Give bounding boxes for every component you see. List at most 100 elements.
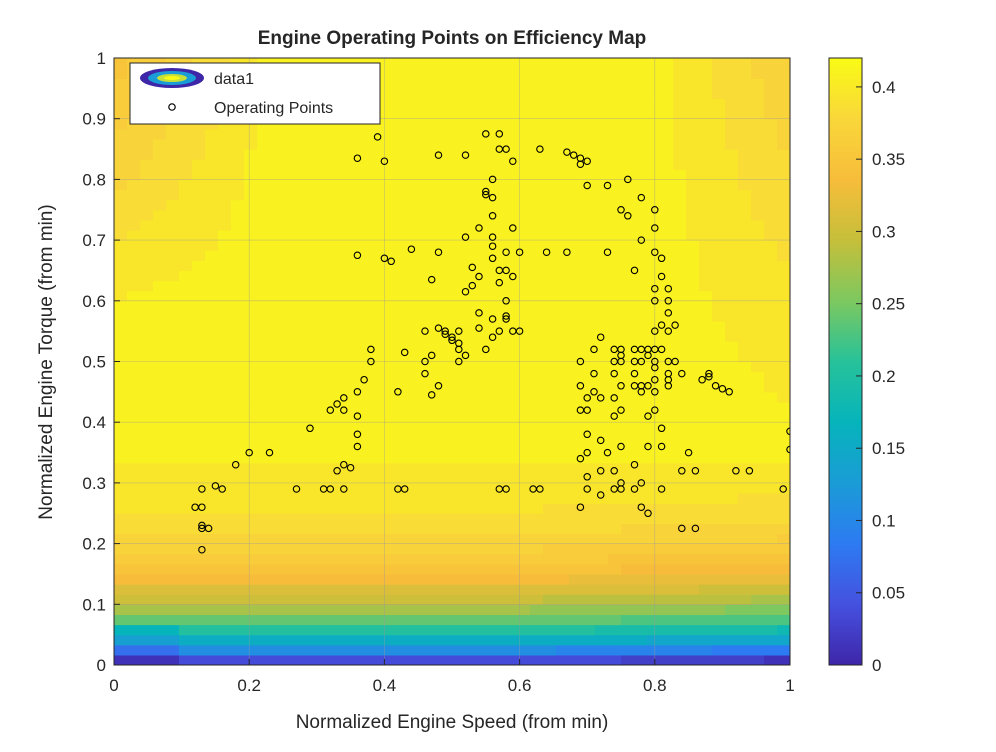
efficiency-cell: [582, 493, 596, 504]
efficiency-cell: [153, 391, 167, 403]
efficiency-cell: [283, 331, 297, 342]
efficiency-cell: [244, 169, 258, 180]
efficiency-cell: [140, 482, 154, 494]
efficiency-cell: [621, 128, 635, 140]
efficiency-cell: [127, 584, 141, 595]
efficiency-cell: [270, 594, 284, 605]
efficiency-cell: [335, 381, 349, 393]
efficiency-cell: [309, 331, 323, 342]
efficiency-cell: [712, 503, 726, 514]
efficiency-cell: [192, 310, 206, 322]
operating-point: [664, 309, 673, 317]
efficiency-cell: [231, 321, 245, 332]
efficiency-cell: [751, 543, 765, 555]
efficiency-cell: [452, 78, 466, 89]
operating-point: [576, 160, 585, 168]
efficiency-cell: [751, 179, 765, 191]
efficiency-cell: [517, 462, 531, 474]
efficiency-cell: [400, 553, 414, 565]
legend[interactable]: data1 Operating Points: [129, 62, 381, 125]
efficiency-cell: [465, 553, 479, 565]
efficiency-cell: [374, 118, 388, 130]
efficiency-cell: [530, 573, 544, 585]
efficiency-cell: [751, 149, 765, 160]
efficiency-cell: [504, 381, 518, 393]
efficiency-cell: [582, 654, 596, 665]
efficiency-cell: [231, 442, 245, 454]
efficiency-cell: [725, 138, 739, 150]
efficiency-cell: [114, 644, 128, 656]
efficiency-cell: [361, 240, 375, 251]
efficiency-cell: [582, 452, 596, 464]
efficiency-cell: [218, 523, 232, 535]
efficiency-cell: [452, 604, 466, 616]
efficiency-cell: [270, 229, 284, 241]
efficiency-cell: [127, 149, 141, 160]
efficiency-cell: [426, 604, 440, 616]
efficiency-cell: [621, 321, 635, 332]
efficiency-cell: [764, 391, 778, 403]
efficiency-cell: [166, 401, 180, 413]
efficiency-cell: [556, 351, 570, 363]
efficiency-cell: [244, 604, 258, 616]
efficiency-cell: [465, 644, 479, 656]
efficiency-cell: [777, 138, 790, 150]
efficiency-cell: [530, 270, 544, 282]
efficiency-cell: [569, 493, 583, 504]
efficiency-cell: [738, 199, 752, 211]
efficiency-cell: [738, 594, 752, 605]
efficiency-cell: [166, 614, 180, 626]
efficiency-cell: [309, 432, 323, 444]
efficiency-cell: [608, 98, 622, 110]
efficiency-cell: [647, 321, 661, 332]
efficiency-cell: [218, 462, 232, 474]
efficiency-cell: [439, 351, 453, 363]
efficiency-cell: [166, 138, 180, 150]
efficiency-cell: [465, 250, 479, 261]
efficiency-cell: [751, 229, 765, 241]
efficiency-cell: [543, 290, 557, 302]
efficiency-cell: [595, 654, 609, 665]
efficiency-cell: [517, 614, 531, 626]
efficiency-cell: [777, 58, 790, 69]
efficiency-cell: [543, 624, 557, 636]
efficiency-cell: [179, 432, 193, 444]
efficiency-cell: [725, 189, 739, 201]
efficiency-cell: [361, 199, 375, 211]
efficiency-cell: [361, 472, 375, 484]
efficiency-cell: [569, 371, 583, 383]
x-tick-label: 1: [785, 676, 794, 695]
efficiency-cell: [257, 493, 271, 504]
efficiency-cell: [465, 412, 479, 423]
efficiency-cell: [621, 442, 635, 454]
efficiency-cell: [218, 240, 232, 251]
efficiency-cell: [608, 78, 622, 89]
efficiency-cell: [686, 229, 700, 241]
efficiency-cell: [400, 189, 414, 201]
efficiency-cell: [205, 189, 219, 201]
efficiency-cell: [595, 169, 609, 180]
efficiency-cell: [270, 543, 284, 555]
efficiency-cell: [426, 543, 440, 555]
efficiency-cell: [738, 250, 752, 261]
efficiency-cell: [257, 138, 271, 150]
efficiency-cell: [140, 209, 154, 221]
efficiency-cell: [465, 270, 479, 282]
efficiency-cell: [517, 250, 531, 261]
efficiency-cell: [712, 584, 726, 595]
operating-point: [637, 503, 646, 511]
efficiency-cell: [712, 118, 726, 130]
efficiency-cell: [738, 138, 752, 150]
efficiency-cell: [569, 179, 583, 191]
operating-point: [745, 467, 754, 475]
efficiency-cell: [322, 563, 336, 575]
efficiency-cell: [335, 219, 349, 231]
efficiency-cell: [582, 209, 596, 221]
efficiency-cell: [257, 523, 271, 535]
efficiency-cell: [153, 280, 167, 292]
efficiency-cell: [491, 503, 505, 514]
efficiency-cell: [400, 58, 414, 69]
efficiency-cell: [556, 209, 570, 221]
efficiency-cell: [491, 58, 505, 69]
efficiency-cell: [270, 624, 284, 636]
